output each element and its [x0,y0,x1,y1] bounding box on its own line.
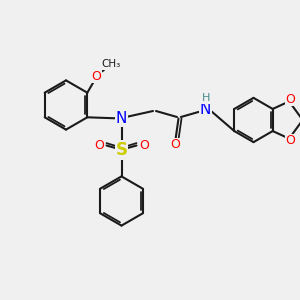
Text: N: N [116,111,127,126]
Text: O: O [286,134,296,148]
Text: O: O [286,92,296,106]
Text: CH₃: CH₃ [102,59,121,69]
Text: H: H [202,93,210,103]
Text: O: O [92,70,101,83]
Text: N: N [200,102,211,117]
Text: S: S [116,141,128,159]
Text: O: O [94,139,104,152]
Text: O: O [139,139,149,152]
Text: O: O [171,138,180,152]
